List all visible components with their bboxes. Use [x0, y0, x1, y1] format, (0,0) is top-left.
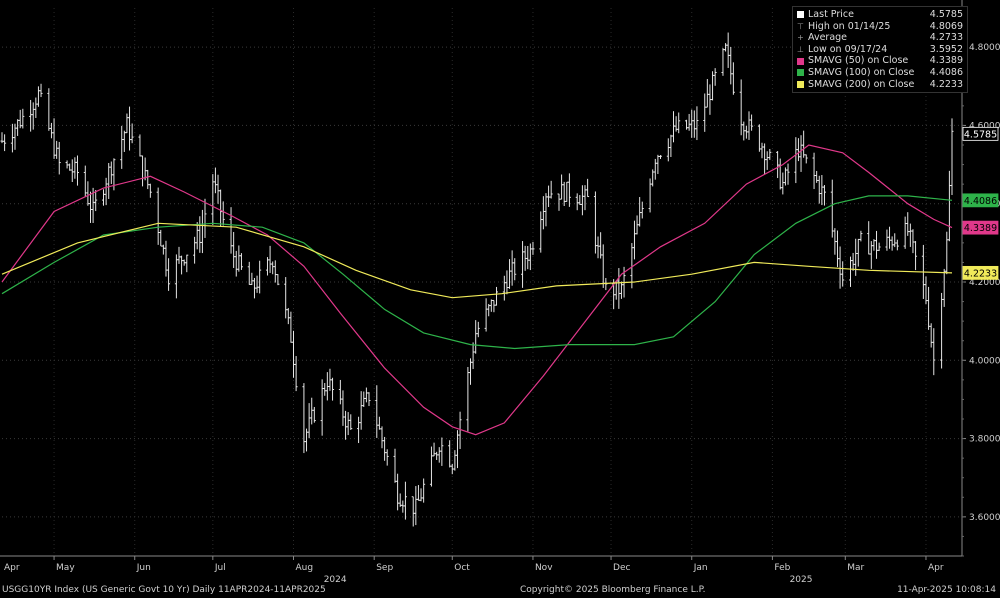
high-marker-icon: ⊤ — [797, 21, 804, 31]
legend-row-smavg-200: SMAVG (200) on Close 4.2233 — [797, 79, 963, 91]
value-label-box — [962, 265, 999, 280]
footer-timestamp: 11-Apr-2025 10:08:14 — [897, 585, 996, 595]
value-label-text: 4.4086 — [964, 196, 997, 207]
x-tick-label: May — [56, 563, 75, 573]
legend-label: SMAVG (100) on Close — [808, 66, 915, 78]
x-tick-label: Oct — [454, 563, 470, 573]
value-label-box — [962, 220, 999, 235]
legend-swatch — [797, 80, 804, 88]
smavg-100-line — [1, 195, 953, 350]
x-tick-label: Apr — [928, 563, 944, 573]
y-tick-label: 4.2000 — [969, 278, 1000, 288]
moving-averages — [1, 144, 953, 436]
legend-value: 4.4086 — [929, 66, 963, 78]
legend-row-smavg-100: SMAVG (100) on Close 4.4086 — [797, 67, 963, 79]
legend-value: 4.2233 — [929, 78, 963, 90]
legend-label: Low on 09/17/24 — [808, 43, 888, 55]
smavg-200-line — [1, 222, 953, 299]
value-label-text: 4.5785 — [964, 129, 997, 140]
x-tick-label: Sep — [376, 563, 393, 573]
legend-label: High on 01/14/25 — [808, 20, 891, 32]
legend-row-smavg-50: SMAVG (50) on Close 4.3389 — [797, 55, 963, 67]
value-label-box — [962, 126, 999, 141]
legend-label: SMAVG (50) on Close — [808, 55, 909, 67]
legend-label: Last Price — [808, 9, 854, 20]
footer-copyright: Copyright© 2025 Bloomberg Finance L.P. — [520, 585, 706, 595]
legend: Last Price 4.5785 ⊤ High on 01/14/25 4.8… — [792, 6, 968, 94]
legend-value: 4.2733 — [929, 32, 963, 44]
y-tick-label: 3.6000 — [969, 513, 1000, 523]
y-tick-label: 4.0000 — [969, 356, 1000, 366]
legend-swatch — [797, 57, 804, 65]
x-tick-label: Mar — [847, 563, 864, 573]
x-tick-label: Jan — [693, 563, 708, 573]
legend-value: 4.5785 — [929, 9, 963, 20]
value-label-text: 4.2233 — [964, 268, 997, 279]
x-tick-label: Nov — [535, 563, 553, 573]
legend-value: 4.8069 — [929, 20, 963, 32]
ohlc-bars — [0, 32, 954, 527]
x-tick-label: Aug — [296, 563, 314, 573]
legend-label: SMAVG (200) on Close — [808, 78, 915, 90]
x-tick-label: Feb — [774, 563, 790, 573]
x-year-label: 2024 — [324, 575, 347, 585]
x-axis: Apr May Jun Jul Aug Sep Oct Nov Dec Jan Feb Mar Apr 2… — [0, 555, 962, 585]
legend-swatch — [797, 11, 804, 19]
x-tick-label: Dec — [613, 563, 630, 573]
x-tick-label: Jun — [136, 563, 151, 573]
value-label-box — [962, 193, 999, 208]
smavg-50-line — [1, 144, 953, 436]
value-label-text: 4.3389 — [964, 223, 997, 234]
legend-value: 4.3389 — [929, 55, 963, 67]
legend-row-low: ⊥ Low on 09/17/24 3.5952 — [797, 44, 963, 56]
x-year-label: 2025 — [790, 575, 813, 585]
right-value-labels: 4.5785 4.4086 4.3389 4.2233 — [962, 126, 999, 280]
y-tick-label: 4.6000 — [969, 121, 1000, 131]
y-tick-label: 4.8000 — [969, 43, 1000, 53]
y-tick-label: 3.8000 — [969, 435, 1000, 445]
low-marker-icon: ⊥ — [797, 44, 804, 54]
legend-label: Average — [808, 32, 848, 44]
x-tick-label: Jul — [214, 563, 226, 573]
legend-row-last-price: Last Price 4.5785 — [797, 9, 963, 21]
legend-row-average: + Average 4.2733 — [797, 32, 963, 44]
footer-security-info: USGG10YR Index (US Generic Govt 10 Yr) D… — [2, 585, 326, 595]
legend-value: 3.5952 — [929, 43, 963, 55]
average-marker-icon: + — [797, 33, 804, 43]
x-tick-label: Apr — [4, 563, 20, 573]
legend-swatch — [797, 69, 804, 77]
legend-row-high: ⊤ High on 01/14/25 4.8069 — [797, 21, 963, 33]
